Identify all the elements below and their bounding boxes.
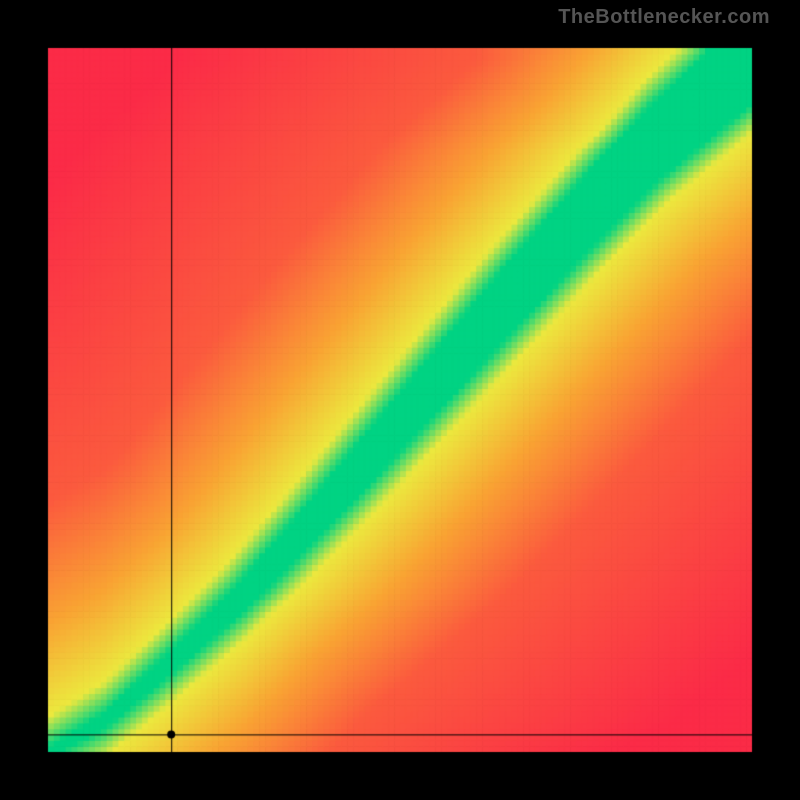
chart-container: TheBottlenecker.com <box>0 0 800 800</box>
heatmap-canvas <box>0 0 800 800</box>
watermark-text: TheBottlenecker.com <box>558 6 770 29</box>
